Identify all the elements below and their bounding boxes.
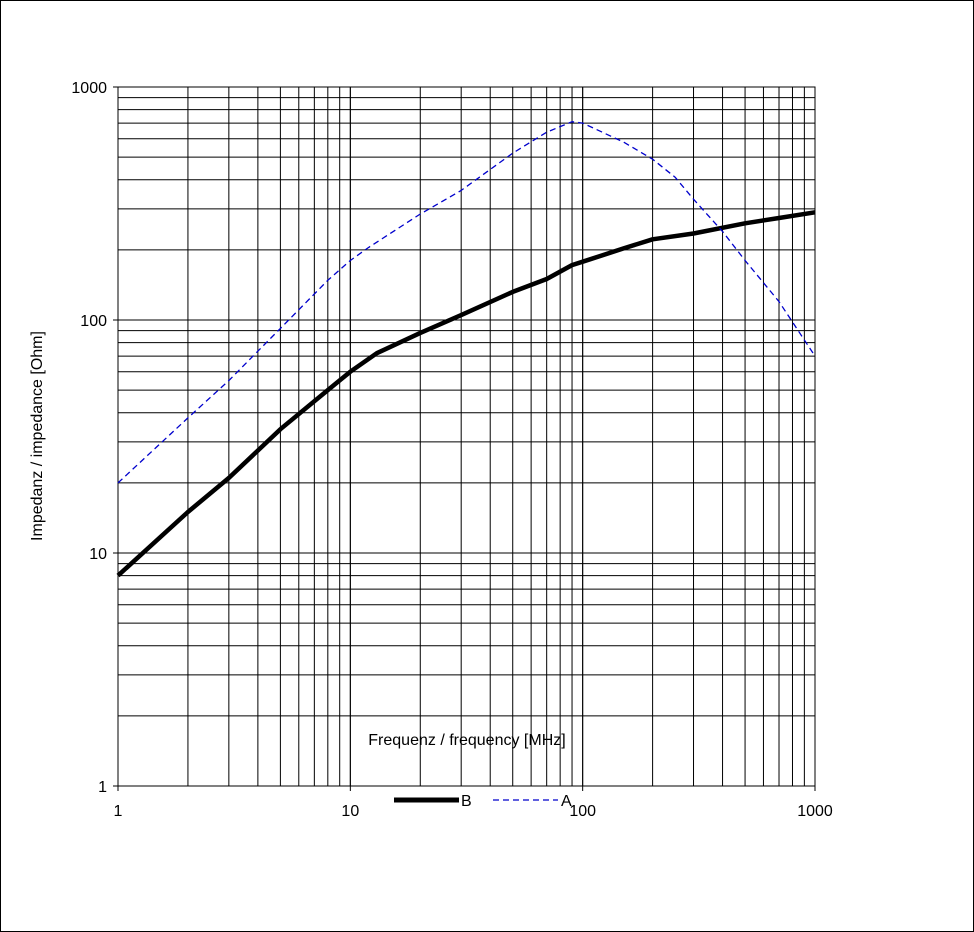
y-axis-ticks: 1 10 100 1000 [71,80,118,796]
y-axis-label: Impedanz / impedance [Ohm] [29,331,46,541]
x-axis-ticks: 1 10 100 1000 [114,786,833,820]
legend-label-b: B [461,793,472,810]
plot-area [117,86,816,787]
x-tick-label: 1 [114,803,123,820]
y-tick-label: 100 [80,313,107,330]
series-line-b [116,210,816,578]
y-tick-label: 10 [89,546,107,563]
grid [117,86,816,787]
x-tick-label: 100 [569,803,596,820]
x-axis-label: Frequenz / frequency [MHz] [368,732,565,749]
y-tick-label: 1000 [71,80,107,97]
series [116,121,816,578]
legend-label-a: A [561,793,572,810]
series-line-a [117,121,816,484]
x-tick-label: 1000 [797,803,833,820]
x-tick-label: 10 [341,803,359,820]
y-tick-label: 1 [98,779,107,796]
legend: B A [394,793,572,810]
